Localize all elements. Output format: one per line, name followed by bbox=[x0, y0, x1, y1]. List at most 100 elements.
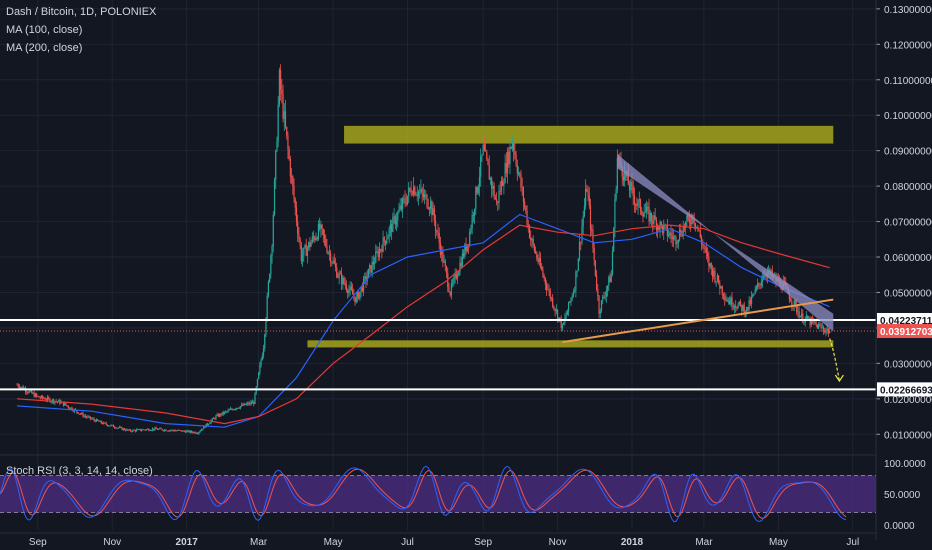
candle-body bbox=[354, 296, 356, 303]
candle-body bbox=[539, 258, 542, 267]
symbol-legend[interactable]: Dash / Bitcoin, 1D, POLONIEX bbox=[6, 6, 157, 18]
candle-body bbox=[249, 402, 251, 405]
candle-body bbox=[267, 281, 270, 296]
ma200-legend[interactable]: MA (200, close) bbox=[6, 42, 83, 54]
candle-body bbox=[710, 263, 712, 269]
candle-body bbox=[364, 276, 366, 279]
candle-body bbox=[448, 286, 450, 293]
candle-body bbox=[736, 307, 738, 309]
candle-body bbox=[491, 178, 493, 189]
candle-body bbox=[367, 268, 370, 277]
candle-body bbox=[727, 300, 729, 302]
candle-body bbox=[316, 237, 318, 240]
candle-body bbox=[384, 240, 387, 244]
candle-body bbox=[763, 275, 765, 280]
candle-body bbox=[62, 401, 65, 406]
candle-body bbox=[200, 429, 202, 431]
price-tick-label: 0.08000000 bbox=[884, 182, 932, 193]
candle-body bbox=[120, 427, 122, 428]
candle-body bbox=[290, 176, 293, 177]
candle-body bbox=[76, 410, 78, 413]
candle-body bbox=[397, 212, 399, 221]
candle-body bbox=[199, 430, 201, 433]
candle-body bbox=[799, 316, 801, 318]
candle-body bbox=[350, 286, 352, 290]
candle-body bbox=[88, 416, 90, 418]
candle-body bbox=[666, 225, 668, 236]
candle-body bbox=[682, 226, 684, 237]
candle-body bbox=[631, 181, 633, 187]
candle-body bbox=[16, 384, 18, 386]
candle-body bbox=[735, 305, 737, 308]
rsi-d-line bbox=[0, 468, 847, 519]
candle-body bbox=[65, 403, 67, 406]
rsi-tick-label: 0.0000 bbox=[884, 521, 915, 532]
candle-body bbox=[476, 187, 478, 193]
candle-body bbox=[506, 151, 509, 174]
candle-body bbox=[70, 407, 72, 409]
candle-body bbox=[103, 422, 105, 424]
projection-arrow-head bbox=[834, 374, 844, 383]
candle-body bbox=[186, 431, 188, 433]
candle-body bbox=[173, 430, 176, 432]
candle-body bbox=[355, 296, 357, 303]
candle-body bbox=[365, 276, 367, 282]
candle-body bbox=[824, 330, 826, 333]
candle-body bbox=[572, 291, 575, 297]
candle-body bbox=[225, 411, 227, 413]
candle-body bbox=[204, 426, 206, 428]
candle-body bbox=[822, 327, 825, 331]
candle-body bbox=[456, 275, 459, 279]
candle-body bbox=[582, 215, 584, 227]
candle-body bbox=[247, 403, 249, 404]
candle-body bbox=[630, 181, 632, 191]
candle-body bbox=[187, 430, 189, 432]
candle-body bbox=[500, 180, 503, 192]
candle-body bbox=[72, 410, 74, 412]
candle-body bbox=[688, 217, 690, 223]
candle-body bbox=[261, 355, 263, 361]
candle-body bbox=[478, 176, 481, 187]
candle-body bbox=[522, 187, 525, 202]
candle-body bbox=[455, 273, 457, 279]
candle-body bbox=[643, 212, 645, 217]
candle-body bbox=[605, 290, 607, 297]
candle-body bbox=[251, 401, 254, 404]
candle-body bbox=[248, 403, 250, 405]
candle-body bbox=[341, 273, 343, 285]
candle-body bbox=[646, 206, 648, 212]
candle-body bbox=[442, 249, 444, 263]
candle-body bbox=[798, 311, 800, 318]
candle-body bbox=[308, 242, 310, 248]
candle-body bbox=[181, 430, 183, 432]
candle-body bbox=[203, 426, 205, 430]
candle-body bbox=[423, 194, 426, 198]
candle-body bbox=[106, 424, 108, 426]
candle-body bbox=[93, 418, 95, 421]
candle-body bbox=[492, 185, 494, 189]
candle-body bbox=[260, 360, 262, 365]
candle-body bbox=[530, 237, 532, 241]
candle-body bbox=[45, 399, 47, 401]
candle-body bbox=[718, 275, 720, 284]
candle-body bbox=[820, 325, 822, 328]
candle-body bbox=[184, 431, 187, 433]
candle-body bbox=[281, 89, 283, 95]
candle-body bbox=[669, 232, 671, 236]
candle-body bbox=[510, 146, 512, 149]
candle-body bbox=[678, 229, 681, 240]
candle-body bbox=[454, 273, 456, 278]
candle-body bbox=[386, 239, 388, 244]
time-axis[interactable]: Sep Nov 2017 Mar May Jul Sep Nov 2018 Mar May Jul bbox=[0, 532, 876, 548]
candle-body bbox=[426, 194, 428, 208]
candle-body bbox=[254, 393, 256, 405]
candle-body bbox=[320, 224, 322, 230]
candle-body bbox=[829, 331, 831, 334]
candle-body bbox=[155, 427, 157, 429]
candle-body bbox=[461, 253, 464, 267]
ma100-legend[interactable]: MA (100, close) bbox=[6, 24, 83, 36]
price-axis[interactable]: 0.13000000 0.12000000 0.11000000 0.10000000… bbox=[875, 0, 932, 540]
stoch-rsi-legend[interactable]: Stoch RSI (3, 3, 14, 14, close) bbox=[6, 465, 153, 477]
candle-body bbox=[700, 237, 703, 245]
